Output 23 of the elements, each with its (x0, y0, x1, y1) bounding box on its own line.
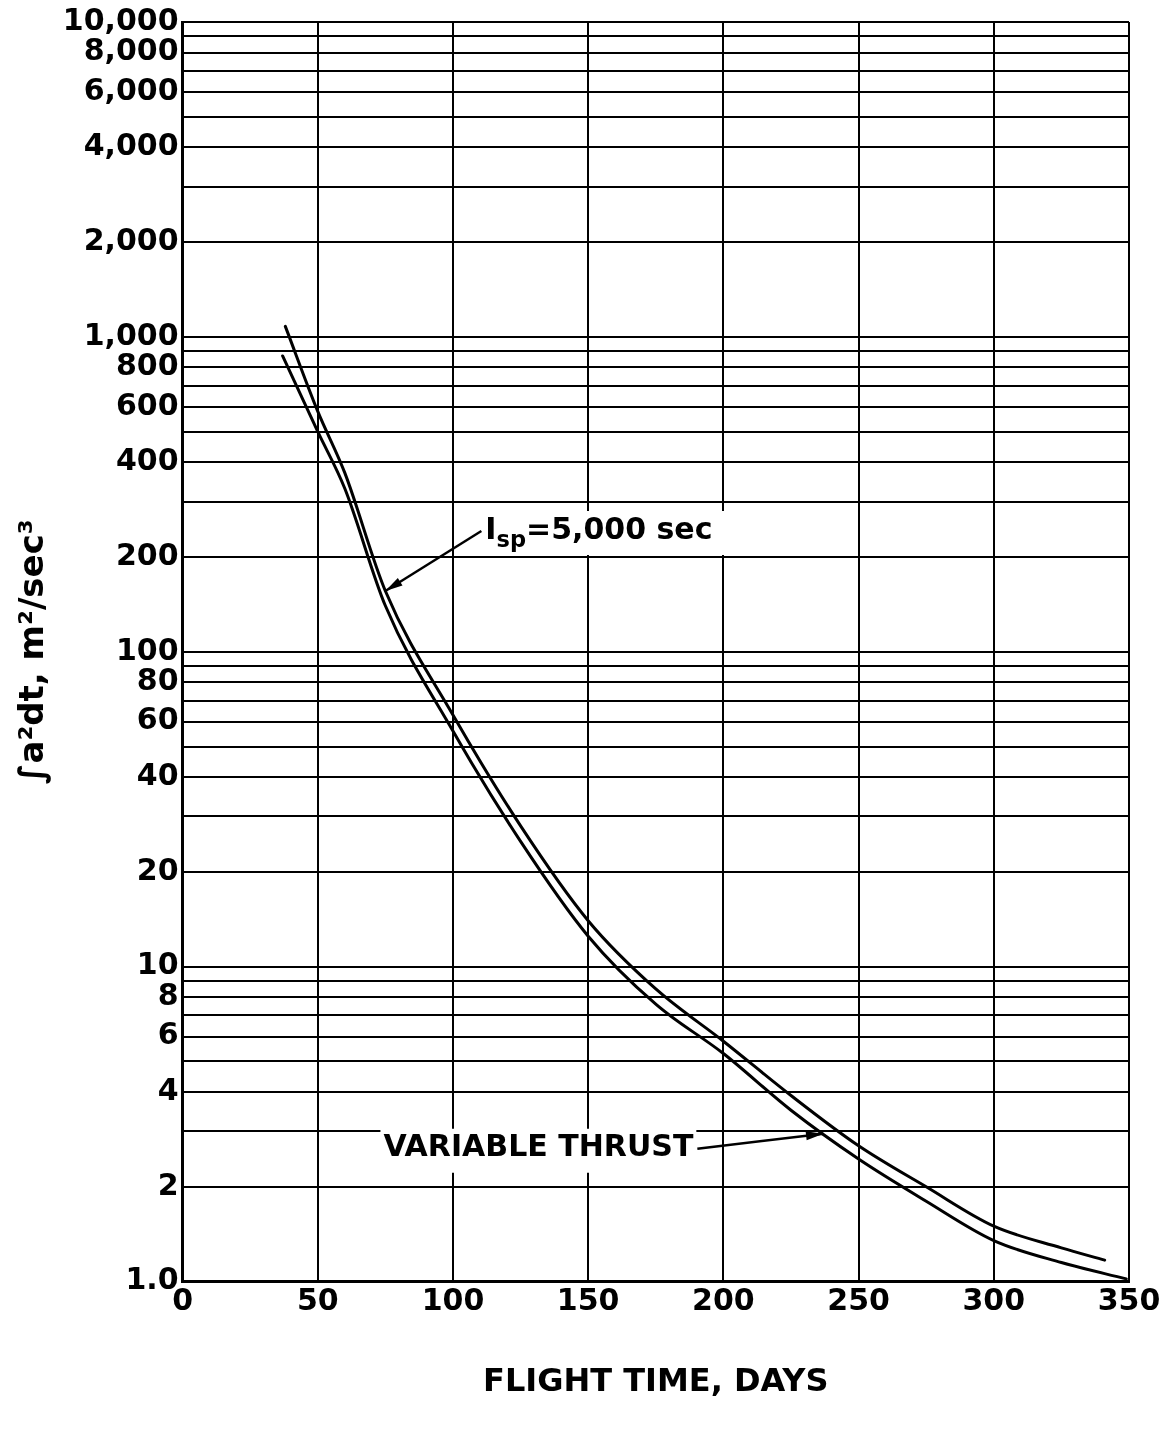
y-tick-label: 400 (115, 442, 179, 478)
x-tick-label: 300 (962, 1282, 1026, 1318)
x-tick-label: 50 (296, 1282, 339, 1318)
x-tick-label: 200 (692, 1282, 755, 1318)
y-tick-label: 10,000 (62, 1, 179, 37)
x-tick-label: 350 (1097, 1282, 1161, 1318)
x-tick-label: 100 (421, 1282, 485, 1318)
y-tick-label: 60 (136, 701, 179, 737)
y-tick-label: 2,000 (83, 221, 179, 257)
y-tick-label: 4,000 (83, 127, 179, 163)
y-tick-label: 20 (136, 851, 179, 887)
y-tick-label: 6,000 (83, 71, 179, 107)
x-axis-title: FLIGHT TIME, DAYS (483, 1361, 829, 1400)
y-tick-label: 600 (115, 386, 179, 422)
y-tick-label: 200 (115, 536, 179, 572)
x-tick-label: 250 (827, 1282, 890, 1318)
y-tick-label: 6 (157, 1016, 179, 1052)
y-tick-label: 40 (136, 756, 179, 792)
y-tick-label: 4 (157, 1071, 179, 1107)
annotation: VARIABLE THRUST (383, 1128, 694, 1164)
y-tick-label: 2 (157, 1166, 179, 1202)
y-axis-title: ∫a²dt, m²/sec³ (11, 519, 52, 785)
x-tick-label: 150 (556, 1282, 620, 1318)
